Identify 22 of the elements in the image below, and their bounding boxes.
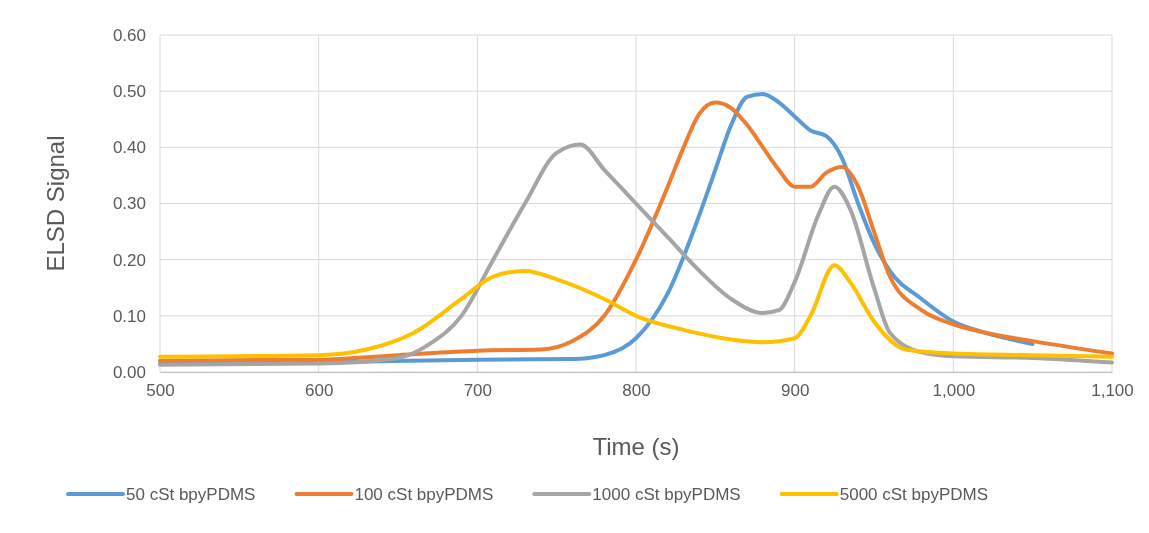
y-axis-title: ELSD Signal (42, 135, 69, 272)
line-series (158, 263, 1114, 359)
x-tick-label: 1,000 (932, 381, 976, 401)
y-tick-label: 0.00 (112, 362, 146, 382)
y-tick-label: 0.30 (112, 194, 146, 214)
x-tick-label: 700 (463, 381, 493, 401)
x-tick-label: 800 (622, 381, 651, 401)
x-tick-label: 600 (304, 381, 334, 401)
x-tick-label: 1,100 (1091, 381, 1134, 401)
y-tick-label: 0.40 (112, 138, 146, 158)
x-tick-label: 900 (780, 381, 810, 401)
y-tick-label: 0.50 (112, 82, 146, 102)
x-tick-label: 500 (146, 381, 175, 401)
legend-label: 1000 cSt bpyPDMS (592, 485, 741, 504)
x-axis-title: Time (s) (592, 433, 680, 460)
legend-label: 100 cSt bpyPDMS (354, 485, 494, 504)
legend-label: 5000 cSt bpyPDMS (839, 485, 989, 504)
legend-label: 50 cSt bpyPDMS (126, 485, 256, 504)
line-series (158, 142, 1114, 367)
y-tick-label: 0.60 (112, 25, 146, 45)
y-tick-label: 0.10 (112, 306, 146, 326)
y-tick-label: 0.20 (112, 250, 146, 270)
